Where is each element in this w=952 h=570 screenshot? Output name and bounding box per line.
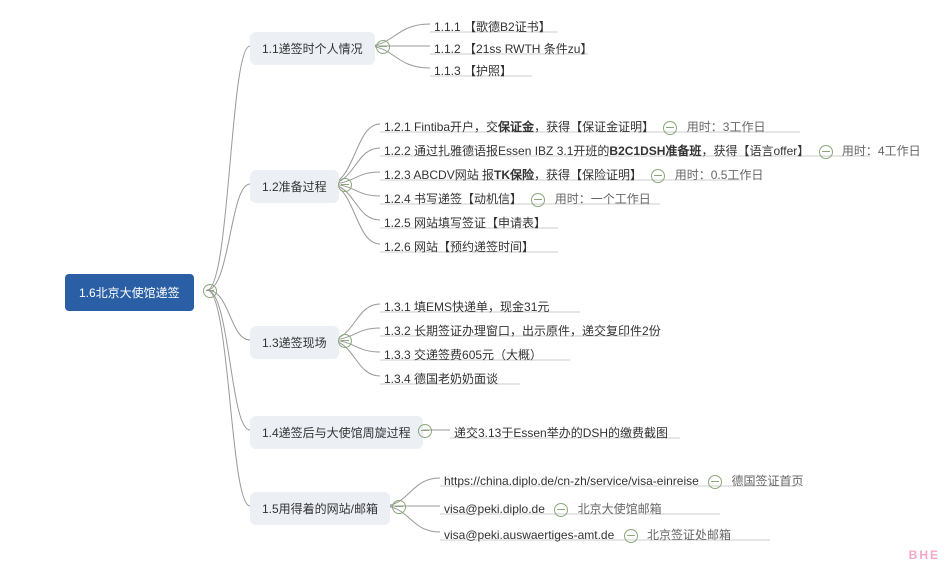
root-label: 1.6北京大使馆递签 <box>79 286 180 300</box>
collapse-icon[interactable] <box>531 193 545 207</box>
leaf-1-4-1[interactable]: 递交3.13于Essen举办的DSH的缴费截图 <box>454 422 668 443</box>
leaf-1-2-6[interactable]: 1.2.6 网站【预约递签时间】 <box>384 236 534 257</box>
collapse-icon[interactable] <box>554 503 568 517</box>
root-node[interactable]: 1.6北京大使馆递签 <box>65 274 194 311</box>
collapse-icon[interactable] <box>376 40 390 54</box>
collapse-icon[interactable] <box>418 424 432 438</box>
collapse-icon[interactable] <box>708 475 722 489</box>
branch-1-4[interactable]: 1.4递签后与大使馆周旋过程 <box>250 416 423 449</box>
leaf-1-5-2[interactable]: visa@peki.diplo.de 北京大使馆邮箱 <box>444 498 662 519</box>
branch-1-2[interactable]: 1.2准备过程 <box>250 170 339 203</box>
collapse-icon[interactable] <box>663 121 677 135</box>
leaf-1-3-1[interactable]: 1.3.1 填EMS快递单，现金31元 <box>384 296 549 317</box>
leaf-1-3-3[interactable]: 1.3.3 交递签费605元（大概） <box>384 344 542 365</box>
watermark: BHE <box>909 548 940 562</box>
leaf-1-5-3[interactable]: visa@peki.auswaertiges-amt.de 北京签证处邮箱 <box>444 524 731 545</box>
leaf-1-3-4[interactable]: 1.3.4 德国老奶奶面谈 <box>384 368 498 389</box>
leaf-1-1-1[interactable]: 1.1.1 【歌德B2证书】 <box>434 16 551 37</box>
leaf-1-1-2[interactable]: 1.1.2 【21ss RWTH 条件zu】 <box>434 38 593 59</box>
leaf-1-2-2[interactable]: 1.2.2 通过扎雅德语报Essen IBZ 3.1开班的B2C1DSH准备班，… <box>384 140 921 161</box>
branch-1-3[interactable]: 1.3递签现场 <box>250 326 339 359</box>
collapse-icon[interactable] <box>651 169 665 183</box>
leaf-1-2-1[interactable]: 1.2.1 Fintiba开户，交保证金，获得【保证金证明】 用时：3工作日 <box>384 116 765 137</box>
leaf-1-3-2[interactable]: 1.3.2 长期签证办理窗口，出示原件，递交复印件2份 <box>384 320 661 341</box>
collapse-icon[interactable] <box>624 529 638 543</box>
collapse-icon[interactable] <box>338 334 352 348</box>
leaf-1-2-4[interactable]: 1.2.4 书写递签【动机信】 用时：一个工作日 <box>384 188 651 209</box>
leaf-1-2-5[interactable]: 1.2.5 网站填写签证【申请表】 <box>384 212 546 233</box>
collapse-icon[interactable] <box>819 145 833 159</box>
branch-1-1[interactable]: 1.1递签时个人情况 <box>250 32 375 65</box>
leaf-1-2-3[interactable]: 1.2.3 ABCDV网站 报TK保险，获得【保险证明】 用时：0.5工作日 <box>384 164 763 185</box>
collapse-icon[interactable] <box>392 500 406 514</box>
branch-1-5[interactable]: 1.5用得着的网站/邮箱 <box>250 492 390 525</box>
collapse-icon[interactable] <box>338 178 352 192</box>
leaf-1-5-1[interactable]: https://china.diplo.de/cn-zh/service/vis… <box>444 470 804 491</box>
leaf-1-1-3[interactable]: 1.1.3 【护照】 <box>434 60 512 81</box>
collapse-icon[interactable] <box>203 284 217 298</box>
